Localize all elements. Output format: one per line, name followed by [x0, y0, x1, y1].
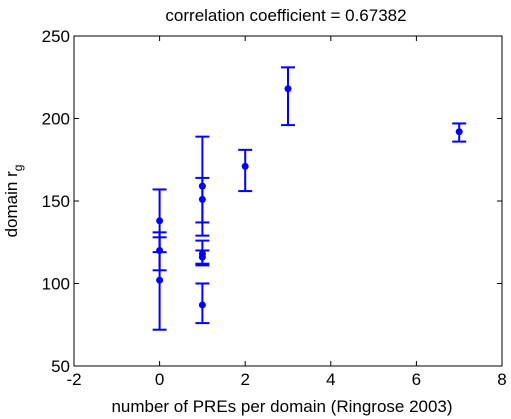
x-tick-label: 0	[155, 370, 164, 389]
data-point	[198, 301, 206, 309]
y-axis-label-subscript: g	[11, 165, 25, 172]
y-tick-label: 250	[42, 27, 70, 46]
x-tick-label: -2	[66, 370, 81, 389]
data-point	[198, 195, 206, 203]
data-point	[241, 162, 249, 170]
x-tick-label: 4	[326, 370, 335, 389]
chart-title: correlation coefficient = 0.67382	[165, 6, 406, 25]
plot-area: -2 0 2 4 6 8 50 100 150 200 250	[42, 27, 507, 389]
y-tick-label: 150	[42, 192, 70, 211]
x-tick-label: 2	[240, 370, 249, 389]
y-tick-label: 200	[42, 110, 70, 129]
x-axis-label: number of PREs per domain (Ringrose 2003…	[111, 397, 452, 416]
y-axis-label-main: domain r	[2, 171, 21, 237]
y-axis-label: domain rg	[2, 165, 25, 238]
data-point	[198, 253, 206, 261]
x-tick-label: 8	[497, 370, 506, 389]
y-tick-label: 50	[51, 357, 70, 376]
data-point	[455, 128, 463, 136]
data-point	[156, 276, 164, 284]
data-point	[156, 217, 164, 225]
y-tick-label: 100	[42, 275, 70, 294]
data-point	[284, 85, 292, 93]
x-tick-label: 6	[412, 370, 421, 389]
